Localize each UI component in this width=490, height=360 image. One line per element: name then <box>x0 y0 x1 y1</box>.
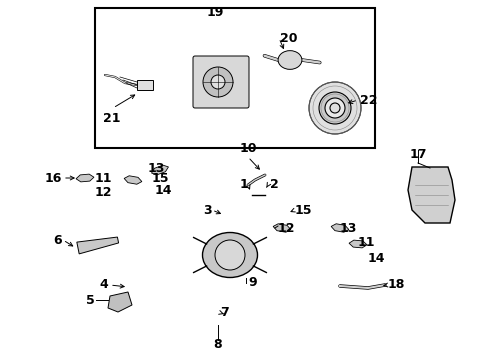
Text: 8: 8 <box>214 338 222 351</box>
Text: 22: 22 <box>360 94 377 107</box>
Polygon shape <box>273 224 291 232</box>
Polygon shape <box>408 167 455 223</box>
Circle shape <box>309 82 361 134</box>
FancyBboxPatch shape <box>193 56 249 108</box>
Text: 21: 21 <box>103 112 121 125</box>
Polygon shape <box>349 240 367 248</box>
Text: 13: 13 <box>148 162 166 175</box>
Bar <box>137 80 153 90</box>
Ellipse shape <box>202 233 258 278</box>
Text: 15: 15 <box>152 171 170 184</box>
Text: 16: 16 <box>45 171 62 184</box>
Polygon shape <box>124 176 142 184</box>
Text: 18: 18 <box>388 279 405 292</box>
Text: 11: 11 <box>95 171 112 184</box>
Text: 12: 12 <box>95 185 112 198</box>
Circle shape <box>330 103 340 113</box>
Text: 7: 7 <box>220 306 229 319</box>
Text: 6: 6 <box>53 234 62 247</box>
Text: 14: 14 <box>155 184 172 197</box>
Text: 20: 20 <box>280 31 297 45</box>
Ellipse shape <box>278 51 302 69</box>
Polygon shape <box>331 224 349 232</box>
Text: 10: 10 <box>239 142 257 155</box>
Polygon shape <box>76 174 94 182</box>
Circle shape <box>203 67 233 97</box>
Text: 9: 9 <box>248 275 257 288</box>
Text: 11: 11 <box>358 235 375 248</box>
Polygon shape <box>151 165 169 175</box>
Circle shape <box>319 92 351 124</box>
Circle shape <box>325 98 345 118</box>
Circle shape <box>211 75 225 89</box>
Text: 17: 17 <box>409 148 427 161</box>
Text: 4: 4 <box>99 279 108 292</box>
Text: 14: 14 <box>368 252 386 265</box>
Bar <box>95 8 375 148</box>
Text: 1: 1 <box>239 179 248 192</box>
Polygon shape <box>77 237 119 254</box>
Circle shape <box>215 240 245 270</box>
Text: 2: 2 <box>270 179 279 192</box>
Text: 12: 12 <box>278 221 295 234</box>
Text: 5: 5 <box>86 293 95 306</box>
Text: 19: 19 <box>206 6 224 19</box>
Text: 3: 3 <box>203 203 212 216</box>
Text: 13: 13 <box>340 221 357 234</box>
Polygon shape <box>108 292 132 312</box>
Text: 15: 15 <box>295 203 313 216</box>
